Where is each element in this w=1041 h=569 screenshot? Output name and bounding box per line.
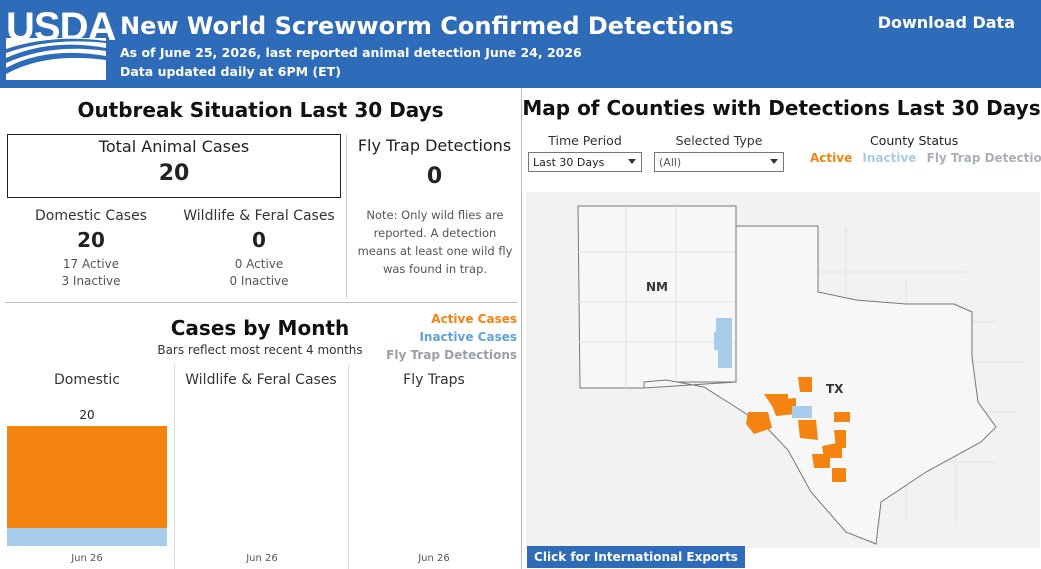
column-divider xyxy=(174,364,175,569)
column-title-fly-traps: Fly Traps xyxy=(403,372,465,388)
status-active: Active xyxy=(810,151,853,165)
update-note: Data updated daily at 6PM (ET) xyxy=(120,64,341,79)
wildlife-cases-card: Wildlife & Feral Cases 0 0 Active 0 Inac… xyxy=(174,208,344,290)
state-label-nm: NM xyxy=(646,280,668,294)
legend-fly-trap: Fly Trap Detections xyxy=(386,348,517,362)
column-divider xyxy=(348,364,349,569)
status-fly-trap: Fly Trap Detection xyxy=(926,151,1041,165)
wildlife-active: 0 Active xyxy=(234,257,284,271)
chevron-down-icon xyxy=(770,159,778,164)
county-status-title: County Status xyxy=(870,133,959,148)
active-counties xyxy=(746,377,850,482)
domestic-active: 17 Active xyxy=(62,257,120,271)
chevron-down-icon xyxy=(628,159,636,164)
wildlife-value: 0 xyxy=(252,228,266,252)
column-title-wildlife: Wildlife & Feral Cases xyxy=(185,372,337,388)
fly-trap-value: 0 xyxy=(426,164,443,189)
wildlife-inactive: 0 Inactive xyxy=(229,274,289,288)
map-panel: Map of Counties with Detections Last 30 … xyxy=(522,88,1041,569)
selected-type-select[interactable]: (All) xyxy=(654,152,784,172)
bars-note: Bars reflect most recent 4 months xyxy=(157,343,363,357)
fly-trap-note: Note: Only wild flies are reported. A de… xyxy=(357,208,513,276)
domestic-label: Domestic Cases xyxy=(35,208,147,224)
logo-swoosh-icon xyxy=(6,38,106,80)
total-cases-label: Total Animal Cases xyxy=(98,137,250,156)
county-map[interactable]: NM TX xyxy=(526,192,1040,548)
download-data-link[interactable]: Download Data xyxy=(877,13,1015,32)
x-tick-fly-traps: Jun 26 xyxy=(418,553,450,564)
state-tx-outline xyxy=(643,225,997,545)
cases-bar-chart xyxy=(7,426,167,546)
domestic-cases-card: Domestic Cases 20 17 Active 3 Inactive xyxy=(6,208,176,290)
selected-type-value: (All) xyxy=(659,156,682,169)
column-title-domestic: Domestic xyxy=(54,372,120,388)
header-bar: USDA New World Screwworm Confirmed Detec… xyxy=(0,0,1041,88)
section-divider xyxy=(5,302,517,303)
time-period-label: Time Period xyxy=(548,133,622,148)
total-cases-card: Total Animal Cases 20 xyxy=(7,134,341,198)
time-period-select[interactable]: Last 30 Days xyxy=(528,152,642,172)
state-nm-outline xyxy=(577,205,737,389)
map-title: Map of Counties with Detections Last 30 … xyxy=(522,96,1041,120)
outbreak-title: Outbreak Situation Last 30 Days xyxy=(77,98,444,122)
bar-total-label: 20 xyxy=(79,408,95,422)
bar-inactive[interactable] xyxy=(7,528,167,546)
international-exports-button[interactable]: Click for International Exports xyxy=(527,546,745,568)
as-of-date: As of June 25, 2026, last reported anima… xyxy=(120,45,582,60)
total-cases-value: 20 xyxy=(158,161,190,186)
status-inactive: Inactive xyxy=(862,151,917,165)
domestic-value: 20 xyxy=(77,228,105,252)
legend-active: Active Cases xyxy=(431,312,517,326)
outbreak-panel: Outbreak Situation Last 30 Days Total An… xyxy=(0,88,521,569)
wildlife-label: Wildlife & Feral Cases xyxy=(183,208,335,224)
county-status-legend: Active Inactive Fly Trap Detection xyxy=(810,151,1041,165)
state-label-tx: TX xyxy=(826,382,844,396)
legend-inactive: Inactive Cases xyxy=(419,330,517,344)
x-tick-wildlife: Jun 26 xyxy=(246,553,278,564)
county-inactive-nm xyxy=(714,318,732,368)
fly-trap-label: Fly Trap Detections xyxy=(357,136,512,155)
county-inactive-tx xyxy=(792,406,812,418)
divider xyxy=(346,134,347,298)
domestic-inactive: 3 Inactive xyxy=(61,274,121,288)
usda-logo: USDA xyxy=(6,7,116,80)
time-period-value: Last 30 Days xyxy=(533,156,605,169)
x-tick-domestic: Jun 26 xyxy=(71,553,103,564)
map-canvas xyxy=(577,205,1026,545)
panel-divider xyxy=(521,88,522,569)
bar-active[interactable] xyxy=(7,426,167,528)
page-title: New World Screwworm Confirmed Detections xyxy=(120,12,734,40)
selected-type-label: Selected Type xyxy=(675,133,763,148)
cases-by-month-title: Cases by Month xyxy=(170,316,350,340)
